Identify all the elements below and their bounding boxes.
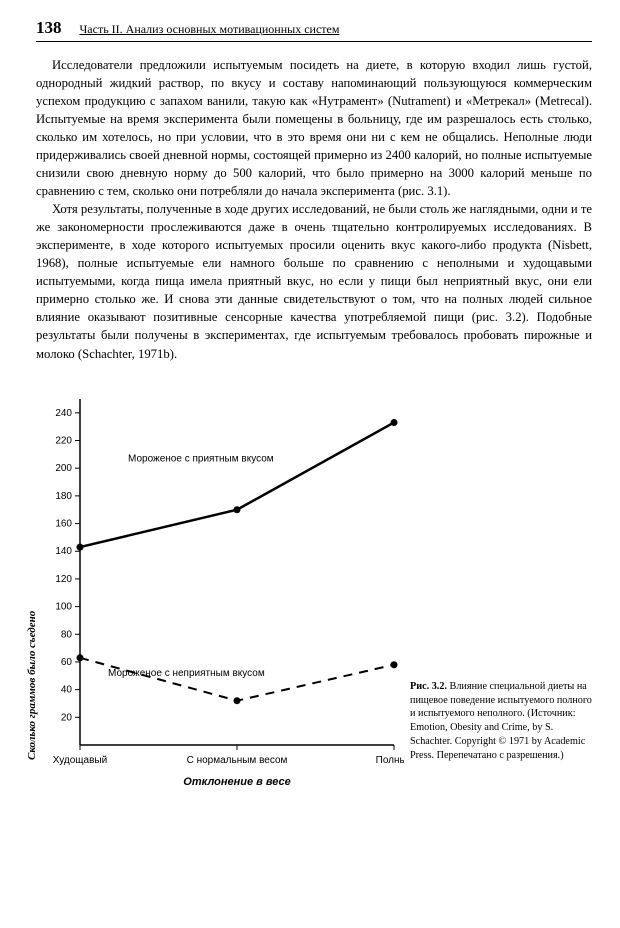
part-title: Часть II. Анализ основных мотивационных … bbox=[80, 22, 340, 37]
svg-text:100: 100 bbox=[55, 601, 72, 612]
svg-text:180: 180 bbox=[55, 490, 72, 501]
figure-caption-text: Влияние специальной диеты на пищевое пов… bbox=[410, 681, 592, 761]
chart-ylabel: Сколько граммов было съедено bbox=[26, 611, 38, 760]
page-header: 138 Часть II. Анализ основных мотивацион… bbox=[36, 18, 592, 42]
body-text: Исследователи предложили испытуемым поси… bbox=[36, 56, 592, 363]
svg-text:20: 20 bbox=[61, 712, 73, 723]
page-number: 138 bbox=[36, 18, 62, 38]
figure-caption: Рис. 3.2. Влияние специальной диеты на п… bbox=[404, 680, 592, 805]
svg-text:80: 80 bbox=[61, 629, 73, 640]
svg-text:200: 200 bbox=[55, 463, 72, 474]
svg-text:120: 120 bbox=[55, 573, 72, 584]
svg-text:40: 40 bbox=[61, 684, 73, 695]
svg-text:Отклонение в весе: Отклонение в весе bbox=[183, 776, 290, 788]
svg-text:Худощавый: Худощавый bbox=[53, 755, 107, 766]
svg-text:Полный: Полный bbox=[376, 755, 404, 766]
svg-text:140: 140 bbox=[55, 546, 72, 557]
svg-text:Мороженое с приятным вкусом: Мороженое с приятным вкусом bbox=[128, 453, 274, 464]
svg-text:240: 240 bbox=[55, 407, 72, 418]
svg-text:Мороженое с неприятным вкусом: Мороженое с неприятным вкусом bbox=[108, 667, 265, 678]
paragraph-1: Исследователи предложили испытуемым поси… bbox=[36, 56, 592, 200]
svg-text:160: 160 bbox=[55, 518, 72, 529]
paragraph-2: Хотя результаты, полученные в ходе други… bbox=[36, 200, 592, 362]
figure-number: Рис. 3.2. bbox=[410, 681, 447, 692]
svg-text:60: 60 bbox=[61, 656, 73, 667]
svg-text:С нормальным весом: С нормальным весом bbox=[187, 755, 288, 766]
chart-svg: 20 40 60 80 100 120 140 160 180 200 220 240 Худощавы… bbox=[36, 385, 404, 805]
svg-text:220: 220 bbox=[55, 435, 72, 446]
figure-3-2: 20 40 60 80 100 120 140 160 180 200 220 240 Худощавы… bbox=[36, 385, 592, 805]
